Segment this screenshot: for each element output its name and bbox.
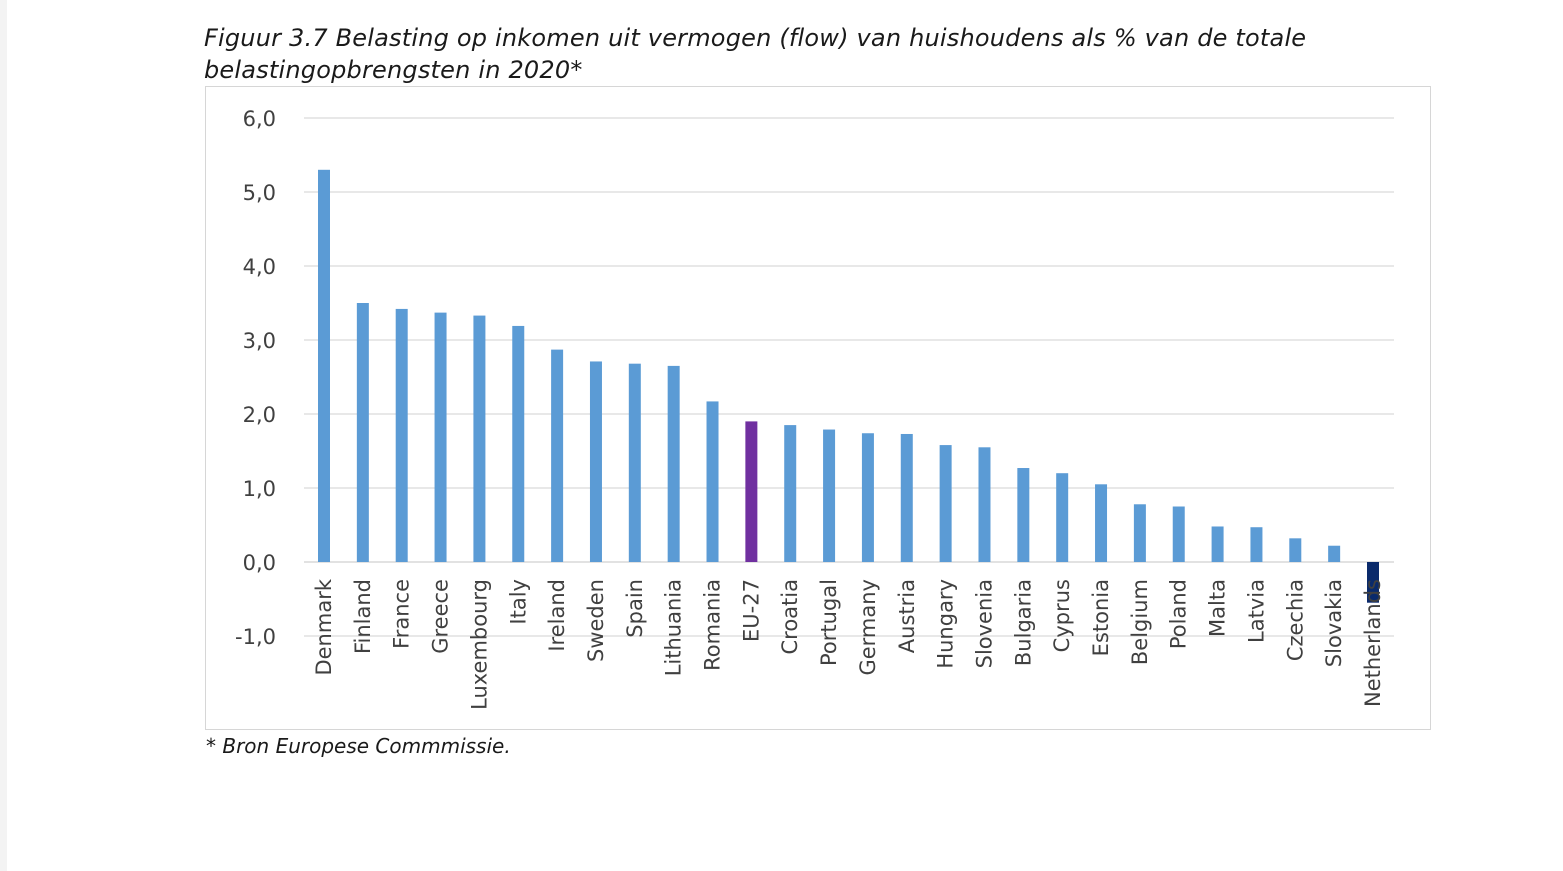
y-tick-label: 4,0 xyxy=(243,255,276,279)
bar-germany xyxy=(861,433,874,562)
x-category-label: Slovenia xyxy=(972,579,996,668)
y-tick-label: 3,0 xyxy=(243,329,276,353)
x-category-label: Ireland xyxy=(545,579,569,652)
x-category-label: Croatia xyxy=(778,579,802,655)
bar-ireland xyxy=(551,349,564,562)
x-category-label: Denmark xyxy=(312,578,336,675)
y-tick-label: -1,0 xyxy=(235,625,276,649)
y-tick-label: 5,0 xyxy=(243,181,276,205)
x-axis-category-labels: Denmark Finland France Greece Luxembourg Ital… xyxy=(312,578,1385,710)
y-tick-label: 1,0 xyxy=(243,477,276,501)
bar-slovakia xyxy=(1328,545,1341,562)
bar-latvia xyxy=(1250,527,1263,562)
x-category-label: France xyxy=(390,579,414,649)
bar-lithuania xyxy=(667,365,680,562)
y-tick-label: 2,0 xyxy=(243,403,276,427)
x-category-label: Portugal xyxy=(817,579,841,666)
bar-italy xyxy=(512,325,525,562)
x-category-label: Austria xyxy=(895,579,919,653)
bar-belgium xyxy=(1133,504,1146,562)
y-axis-tick-labels: -1,0 0,0 1,0 2,0 3,0 4,0 5,0 6,0 xyxy=(235,107,276,649)
x-category-label: EU-27 xyxy=(739,579,763,642)
bar-chart: -1,0 0,0 1,0 2,0 3,0 4,0 5,0 6,0 Denmark Finland… xyxy=(235,107,1394,710)
bar-austria xyxy=(900,433,913,562)
x-category-label: Slovakia xyxy=(1322,579,1346,667)
bar-denmark xyxy=(318,169,330,563)
x-category-label: Latvia xyxy=(1244,579,1268,643)
bar-luxembourg xyxy=(473,315,486,562)
y-tick-label: 0,0 xyxy=(243,551,276,575)
bar-sweden xyxy=(589,361,602,562)
bar-portugal xyxy=(823,429,836,562)
bar-finland xyxy=(356,303,369,562)
left-strip xyxy=(0,0,7,871)
bar-romania xyxy=(706,401,719,562)
x-category-label: Netherlands xyxy=(1361,579,1385,707)
x-category-label: Cyprus xyxy=(1050,579,1074,652)
x-category-label: Lithuania xyxy=(662,579,686,676)
bar-slovenia xyxy=(978,447,991,562)
bar-malta xyxy=(1211,526,1224,562)
x-category-label: Finland xyxy=(351,579,375,654)
x-category-label: Hungary xyxy=(934,579,958,669)
y-tick-label: 6,0 xyxy=(243,107,276,131)
bar-estonia xyxy=(1095,484,1108,562)
bar-cyprus xyxy=(1056,473,1069,562)
x-category-label: Romania xyxy=(701,579,725,671)
x-category-label: Poland xyxy=(1167,579,1191,649)
bar-spain xyxy=(628,363,641,562)
x-category-label: Sweden xyxy=(584,579,608,662)
x-category-label: Czechia xyxy=(1283,579,1307,661)
bar-netherlands xyxy=(1367,562,1379,603)
bar-layer xyxy=(318,169,1379,603)
x-category-label: Bulgaria xyxy=(1011,579,1035,666)
x-category-label: Estonia xyxy=(1089,579,1113,656)
x-category-label: Belgium xyxy=(1128,579,1152,665)
x-category-label: Germany xyxy=(856,579,880,676)
bar-croatia xyxy=(784,425,797,562)
bar-bulgaria xyxy=(1017,468,1030,562)
figure-title: Figuur 3.7 Belasting op inkomen uit verm… xyxy=(204,24,1307,84)
grid-layer xyxy=(304,117,1394,637)
bar-eu-27 xyxy=(745,421,758,562)
bar-greece xyxy=(434,312,447,562)
chart-frame: -1,0 0,0 1,0 2,0 3,0 4,0 5,0 6,0 Denmark Finland… xyxy=(205,86,1431,730)
source-note: * Bron Europese Commmissie. xyxy=(206,734,511,758)
bar-france xyxy=(395,308,408,562)
bar-poland xyxy=(1172,506,1185,562)
bar-hungary xyxy=(939,445,952,562)
bar-czechia xyxy=(1289,538,1302,562)
x-category-label: Italy xyxy=(506,579,530,625)
x-category-label: Luxembourg xyxy=(467,579,491,710)
x-category-label: Malta xyxy=(1206,579,1230,637)
x-category-label: Greece xyxy=(429,579,453,654)
x-category-label: Spain xyxy=(623,579,647,638)
